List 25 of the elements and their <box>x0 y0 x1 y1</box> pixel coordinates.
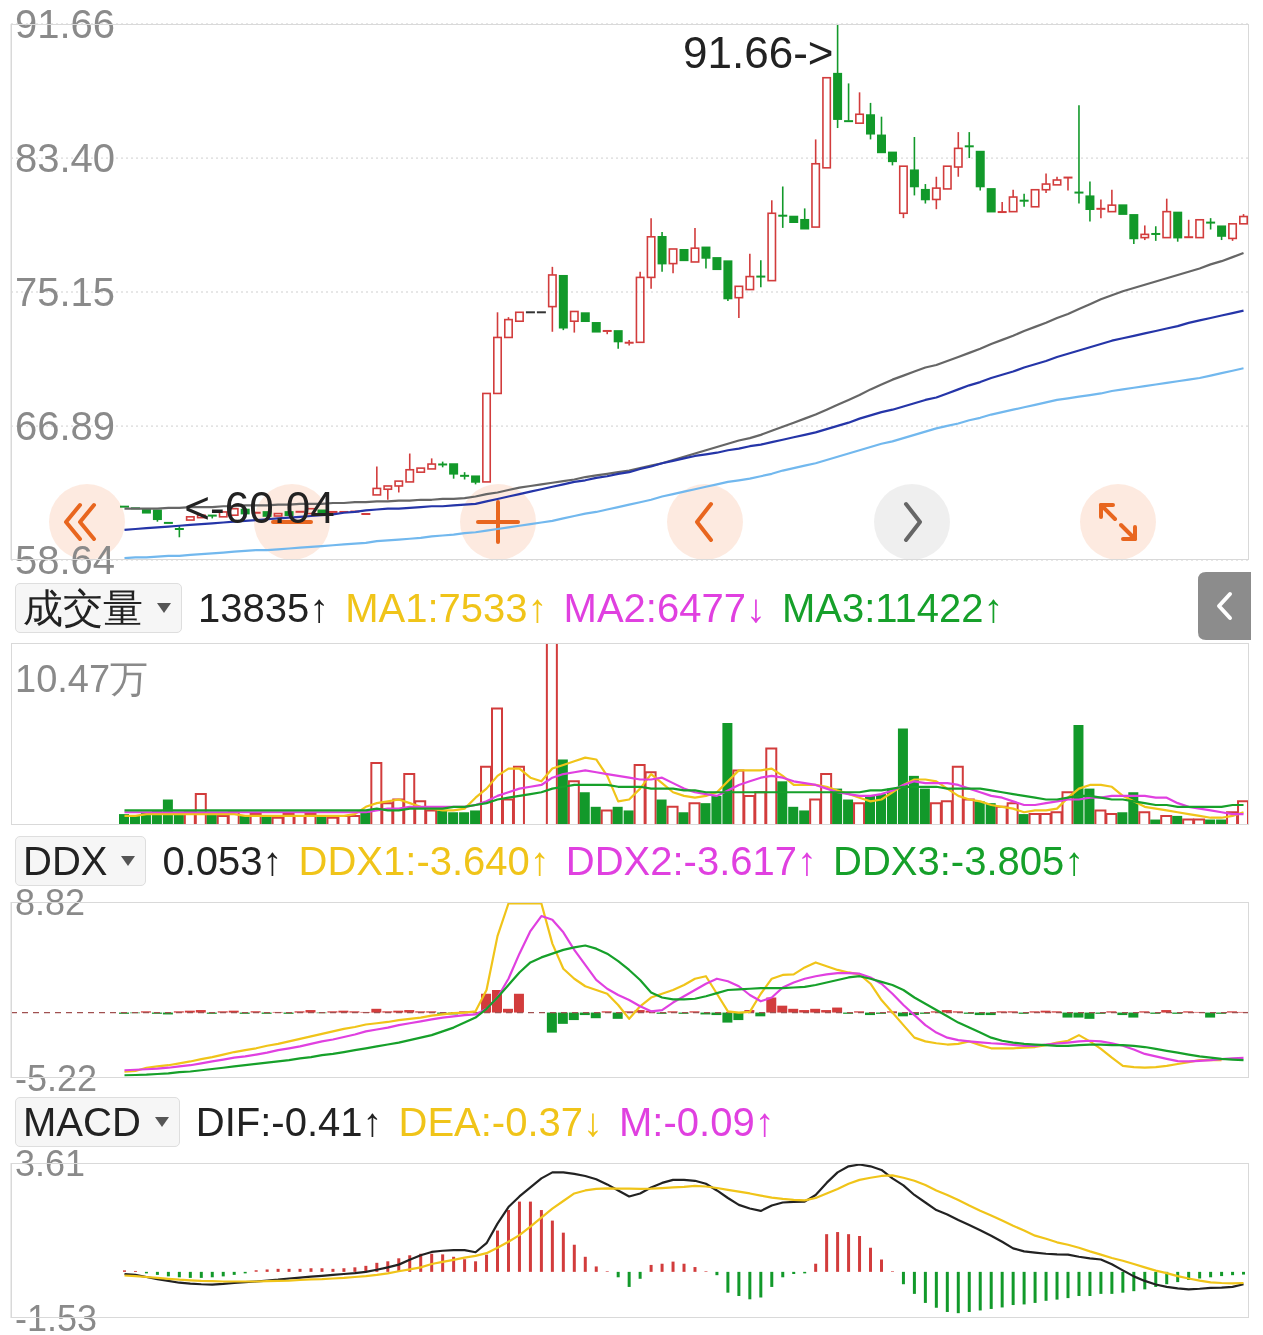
y-tick-label: -1.53 <box>15 1297 98 1335</box>
text: 0.053↑ <box>162 838 283 884</box>
text: M:-0.09↑ <box>619 1099 775 1145</box>
text: DIF:-0.41↑ <box>195 1099 383 1145</box>
series-label: DDX2:-3.617↑ <box>565 838 818 884</box>
series-label: DEA:-0.37↓ <box>398 1099 604 1145</box>
y-tick-label: 3.61 <box>15 1142 86 1184</box>
text: MA2:6477↓ <box>563 585 766 631</box>
chart-title: MACD <box>23 1099 141 1145</box>
annotation: 10.47万 <box>15 658 149 701</box>
y-tick-label: 75.15 <box>15 270 116 315</box>
y-tick-label: 91.66 <box>15 2 116 47</box>
text: MA3:11422↑ <box>781 585 1004 631</box>
y-tick-label: 8.82 <box>15 881 86 923</box>
chart-title: DDX <box>23 838 108 884</box>
series-label: DDX1:-3.640↑ <box>298 838 550 884</box>
text: MA1:7533↑ <box>345 585 548 631</box>
annotation: 91.66-> <box>683 27 834 77</box>
chart-title: 成交量 <box>23 584 143 632</box>
text: DDX3:-3.805↑ <box>833 838 1085 884</box>
y-tick-label: 58.64 <box>15 538 116 583</box>
y-tick-label: -5.22 <box>15 1057 98 1099</box>
y-tick-label: 66.89 <box>15 404 116 449</box>
y-tick-label: 83.40 <box>15 136 116 181</box>
text: 13835↑ <box>198 585 330 631</box>
